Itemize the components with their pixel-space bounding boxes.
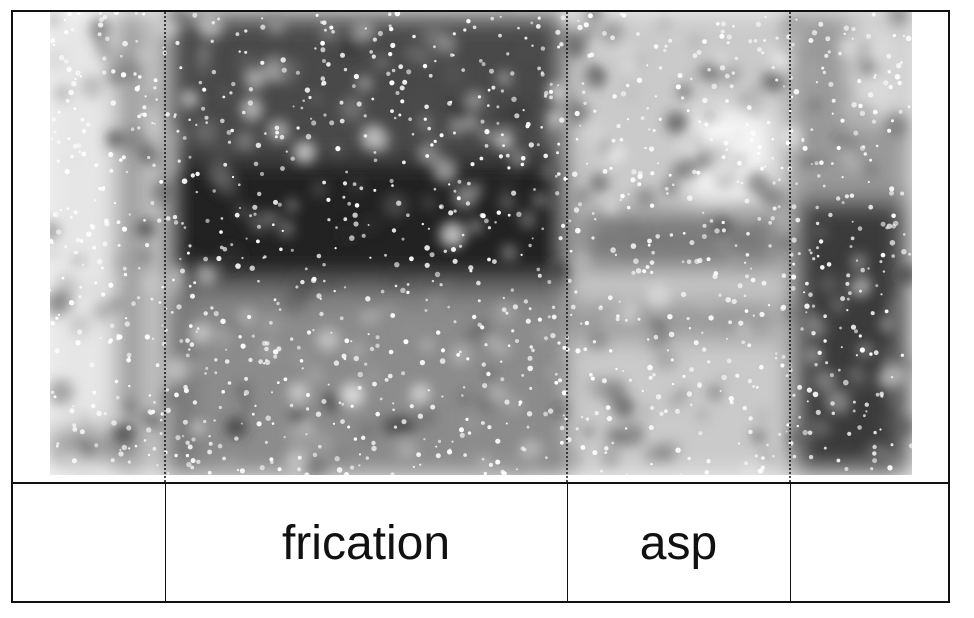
figure-frame [11, 10, 950, 603]
tier-boundary-1 [165, 484, 166, 603]
noise-dots [50, 12, 912, 475]
annotation-tier: frication asp [11, 482, 950, 603]
segment-vowel [790, 484, 946, 603]
segment-closure [11, 484, 165, 603]
segment-frication: frication [165, 484, 567, 603]
segment-frication-label: frication [281, 517, 451, 570]
segment-asp: asp [567, 484, 790, 603]
tier-boundary-3 [790, 484, 791, 603]
tier-boundary-2 [567, 484, 568, 603]
segment-asp-label: asp [639, 517, 718, 570]
